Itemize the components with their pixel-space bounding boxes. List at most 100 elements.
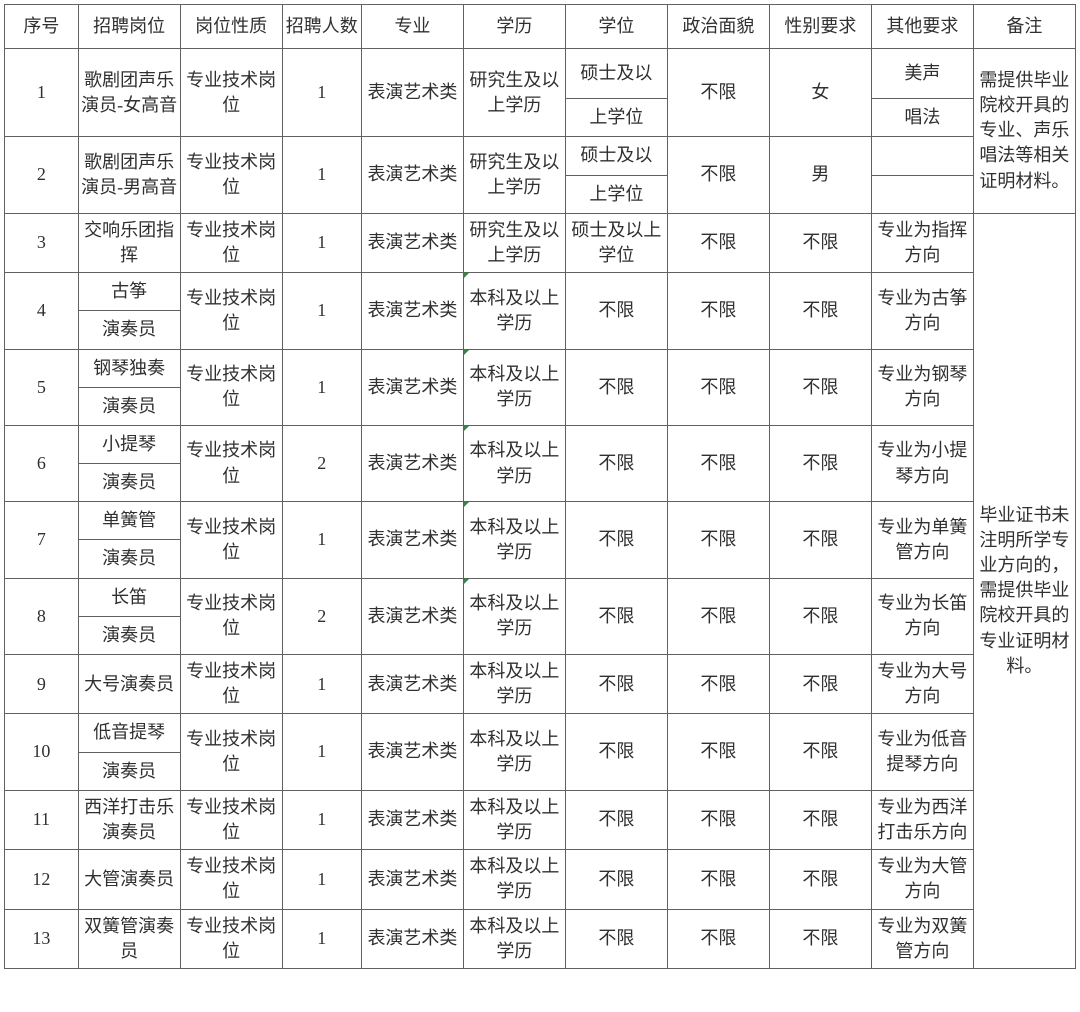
cell-position: 西洋打击乐演奏员 [78,790,180,849]
cell-degree: 不限 [565,655,667,714]
cell-position: 歌剧团声乐演员-男高音 [78,137,180,213]
cell-edu: 本科及以上学历 [463,349,565,425]
cell-other-top [872,163,973,176]
cell-politic: 不限 [667,578,769,654]
cell-other: 专业为双簧管方向 [871,909,973,968]
table-row: 11 西洋打击乐演奏员 专业技术岗位 1 表演艺术类 本科及以上学历 不限 不限… [5,790,1076,849]
cell-edu: 本科及以上学历 [463,714,565,790]
cell-politic: 不限 [667,349,769,425]
cell-position-bot: 演奏员 [79,388,180,425]
cell-major: 表演艺术类 [361,578,463,654]
cell-edu: 本科及以上学历 [463,655,565,714]
cell-major: 表演艺术类 [361,909,463,968]
cell-edu: 本科及以上学历 [463,909,565,968]
cell-position: 大号演奏员 [78,655,180,714]
table-row: 10 低音提琴 演奏员 专业技术岗位 1 表演艺术类 本科及以上学历 不限 不限… [5,714,1076,790]
table-row: 6 小提琴 演奏员 专业技术岗位 2 表演艺术类 本科及以上学历 不限 不限 不… [5,425,1076,501]
cell-gender: 男 [769,137,871,213]
cell-type: 专业技术岗位 [180,909,282,968]
cell-count: 1 [282,655,361,714]
cell-position-top: 钢琴独奏 [79,350,180,388]
cell-major: 表演艺术类 [361,850,463,909]
cell-count: 1 [282,714,361,790]
cell-degree: 不限 [565,578,667,654]
cell-degree-top: 硕士及以 [566,137,667,175]
header-count: 招聘人数 [282,5,361,49]
table-row: 13 双簧管演奏员 专业技术岗位 1 表演艺术类 本科及以上学历 不限 不限 不… [5,909,1076,968]
cell-type: 专业技术岗位 [180,850,282,909]
header-gender: 性别要求 [769,5,871,49]
cell-degree-bot: 上学位 [566,176,667,213]
cell-other: 专业为钢琴方向 [871,349,973,425]
cell-position-top: 低音提琴 [79,714,180,752]
cell-gender: 不限 [769,850,871,909]
cell-politic: 不限 [667,655,769,714]
cell-seq: 10 [5,714,79,790]
cell-major: 表演艺术类 [361,273,463,349]
cell-degree: 不限 [565,850,667,909]
header-politic: 政治面貌 [667,5,769,49]
cell-type: 专业技术岗位 [180,273,282,349]
cell-edu: 研究生及以上学历 [463,49,565,137]
cell-degree: 不限 [565,909,667,968]
cell-major: 表演艺术类 [361,137,463,213]
cell-politic: 不限 [667,502,769,578]
cell-degree-top: 硕士及以 [566,49,667,99]
cell-count: 1 [282,49,361,137]
cell-position: 歌剧团声乐演员-女高音 [78,49,180,137]
cell-other-bot: 唱法 [872,99,973,136]
header-degree: 学位 [565,5,667,49]
cell-position: 小提琴 演奏员 [78,425,180,501]
cell-gender: 不限 [769,213,871,272]
table-row: 2 歌剧团声乐演员-男高音 专业技术岗位 1 表演艺术类 研究生及以上学历 硕士… [5,137,1076,213]
cell-seq: 6 [5,425,79,501]
cell-major: 表演艺术类 [361,502,463,578]
table-row: 4 古筝 演奏员 专业技术岗位 1 表演艺术类 本科及以上学历 不限 不限 不限… [5,273,1076,349]
cell-edu: 本科及以上学历 [463,850,565,909]
cell-seq: 7 [5,502,79,578]
cell-type: 专业技术岗位 [180,655,282,714]
cell-seq: 12 [5,850,79,909]
cell-other: 专业为西洋打击乐方向 [871,790,973,849]
cell-position: 单簧管 演奏员 [78,502,180,578]
cell-seq: 8 [5,578,79,654]
cell-politic: 不限 [667,714,769,790]
cell-politic: 不限 [667,425,769,501]
cell-degree: 硕士及以 上学位 [565,49,667,137]
cell-gender: 不限 [769,909,871,968]
cell-degree: 硕士及以上学位 [565,213,667,272]
cell-politic: 不限 [667,273,769,349]
table-row: 5 钢琴独奏 演奏员 专业技术岗位 1 表演艺术类 本科及以上学历 不限 不限 … [5,349,1076,425]
cell-type: 专业技术岗位 [180,137,282,213]
cell-position-bot: 演奏员 [79,464,180,501]
cell-seq: 9 [5,655,79,714]
header-edu: 学历 [463,5,565,49]
cell-degree: 不限 [565,425,667,501]
cell-gender: 不限 [769,790,871,849]
cell-count: 1 [282,137,361,213]
cell-seq: 13 [5,909,79,968]
cell-politic: 不限 [667,49,769,137]
cell-count: 1 [282,850,361,909]
cell-other: 专业为小提琴方向 [871,425,973,501]
cell-position-top: 古筝 [79,273,180,311]
cell-other: 美声 唱法 [871,49,973,137]
cell-edu: 本科及以上学历 [463,502,565,578]
cell-degree: 不限 [565,502,667,578]
cell-position-bot: 演奏员 [79,617,180,654]
cell-seq: 2 [5,137,79,213]
cell-edu: 研究生及以上学历 [463,213,565,272]
cell-count: 1 [282,909,361,968]
cell-other: 专业为大管方向 [871,850,973,909]
cell-seq: 11 [5,790,79,849]
cell-count: 1 [282,349,361,425]
cell-type: 专业技术岗位 [180,425,282,501]
cell-gender: 女 [769,49,871,137]
cell-politic: 不限 [667,790,769,849]
table-row: 9 大号演奏员 专业技术岗位 1 表演艺术类 本科及以上学历 不限 不限 不限 … [5,655,1076,714]
cell-politic: 不限 [667,909,769,968]
cell-position: 双簧管演奏员 [78,909,180,968]
cell-type: 专业技术岗位 [180,714,282,790]
cell-other: 专业为单簧管方向 [871,502,973,578]
cell-politic: 不限 [667,850,769,909]
